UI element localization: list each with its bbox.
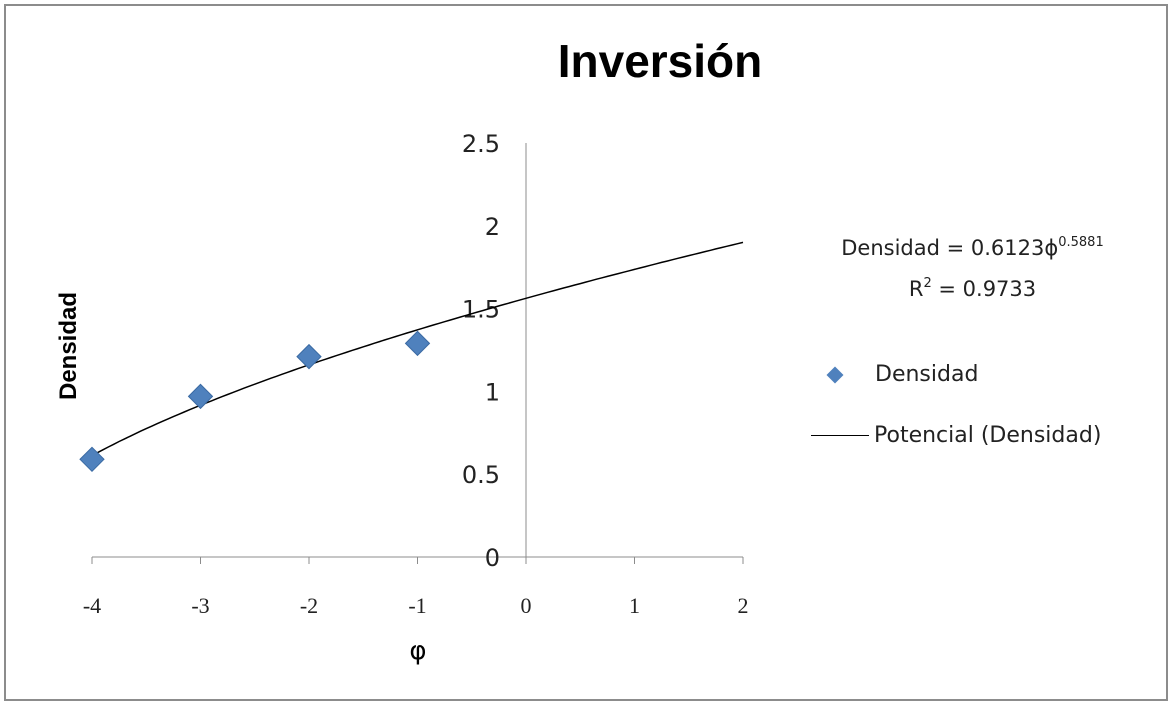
- x-tick-label: -2: [300, 593, 318, 618]
- y-tick-label: 0: [485, 544, 500, 572]
- x-tick-label: 0: [521, 593, 532, 618]
- equation-text: Densidad = 0.6123ϕ: [841, 236, 1059, 260]
- legend-item-densidad: Densidad: [800, 362, 978, 387]
- x-tick-label: 2: [738, 593, 749, 618]
- chart-frame: [4, 4, 1168, 701]
- legend-item-potencial: Potencial (Densidad): [800, 423, 1101, 448]
- data-point-diamond: [79, 446, 105, 473]
- x-tick-label: 1: [629, 593, 640, 618]
- equation-line: Densidad = 0.6123ϕ0.5881: [800, 225, 1145, 266]
- legend-label-densidad: Densidad: [875, 362, 979, 387]
- x-tick-label: -3: [191, 593, 209, 618]
- data-point-diamond: [296, 343, 322, 370]
- x-axis-label: φ: [409, 636, 427, 666]
- x-tick-label: -4: [83, 593, 101, 618]
- y-tick-label: 0.5: [462, 461, 500, 489]
- r-squared-exponent: 2: [923, 276, 932, 291]
- equation-exponent: 0.5881: [1058, 235, 1104, 250]
- chart-title: Inversión: [557, 35, 763, 87]
- data-point-diamond: [404, 330, 431, 357]
- r-squared-symbol: R: [908, 277, 924, 301]
- r-squared-line: R2 = 0.9733: [800, 266, 1145, 307]
- y-tick-label: 2.5: [462, 130, 500, 158]
- y-tick-label: 2: [485, 213, 500, 241]
- x-tick-label: -1: [408, 593, 426, 618]
- r-squared-value: = 0.9733: [931, 277, 1037, 301]
- y-tick-label: 1: [485, 378, 500, 406]
- legend-line-marker: [811, 435, 869, 436]
- trendline-equation: Densidad = 0.6123ϕ0.5881 R2 = 0.9733: [800, 225, 1145, 307]
- data-point-diamond: [187, 383, 214, 410]
- y-tick-label: 1.5: [462, 296, 500, 324]
- legend-label-potencial: Potencial (Densidad): [874, 423, 1102, 448]
- legend-diamond-marker: [826, 366, 844, 383]
